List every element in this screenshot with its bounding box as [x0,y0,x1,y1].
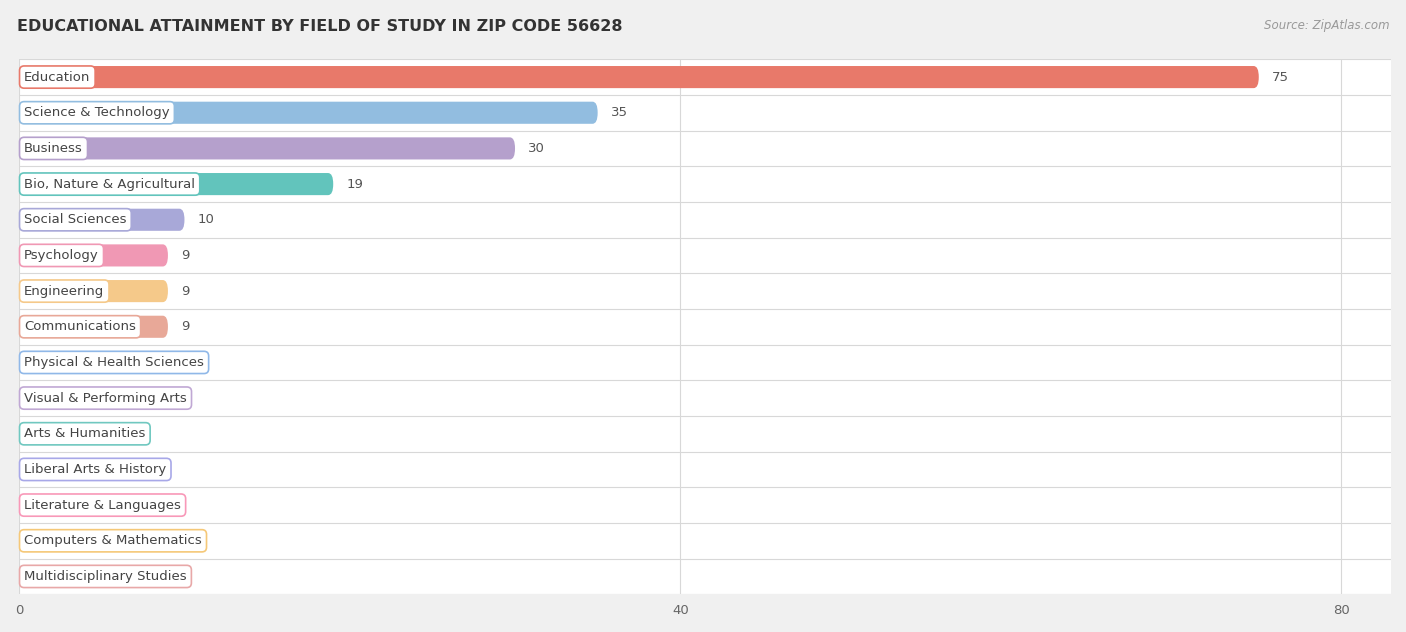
FancyBboxPatch shape [20,423,101,445]
FancyBboxPatch shape [20,95,1391,131]
Text: 4: 4 [98,463,107,476]
FancyBboxPatch shape [20,416,1391,452]
FancyBboxPatch shape [20,523,1391,559]
FancyBboxPatch shape [20,238,1391,273]
Text: Physical & Health Sciences: Physical & Health Sciences [24,356,204,369]
Text: 9: 9 [181,249,190,262]
FancyBboxPatch shape [20,344,1391,380]
FancyBboxPatch shape [20,131,1391,166]
Text: Liberal Arts & History: Liberal Arts & History [24,463,166,476]
FancyBboxPatch shape [20,273,1391,309]
FancyBboxPatch shape [20,209,184,231]
FancyBboxPatch shape [20,59,1391,95]
Text: EDUCATIONAL ATTAINMENT BY FIELD OF STUDY IN ZIP CODE 56628: EDUCATIONAL ATTAINMENT BY FIELD OF STUDY… [17,19,623,34]
Text: Literature & Languages: Literature & Languages [24,499,181,512]
Text: Business: Business [24,142,83,155]
Text: Source: ZipAtlas.com: Source: ZipAtlas.com [1264,19,1389,32]
FancyBboxPatch shape [20,452,1391,487]
Text: 0: 0 [32,570,41,583]
Text: 6: 6 [132,356,141,369]
Text: Science & Technology: Science & Technology [24,106,170,119]
Text: Arts & Humanities: Arts & Humanities [24,427,145,441]
Text: 30: 30 [529,142,546,155]
FancyBboxPatch shape [20,387,101,409]
Text: 35: 35 [610,106,628,119]
Text: 1: 1 [49,534,58,547]
Text: Bio, Nature & Agricultural: Bio, Nature & Agricultural [24,178,195,191]
Text: Psychology: Psychology [24,249,98,262]
Text: 10: 10 [198,213,215,226]
FancyBboxPatch shape [20,245,167,267]
FancyBboxPatch shape [20,316,167,338]
Text: Computers & Mathematics: Computers & Mathematics [24,534,202,547]
FancyBboxPatch shape [20,487,1391,523]
FancyBboxPatch shape [20,173,333,195]
Text: Engineering: Engineering [24,284,104,298]
FancyBboxPatch shape [20,351,118,374]
FancyBboxPatch shape [20,166,1391,202]
FancyBboxPatch shape [20,66,1258,88]
Text: 5: 5 [115,392,124,404]
Text: 75: 75 [1272,71,1289,83]
FancyBboxPatch shape [20,494,69,516]
Text: 9: 9 [181,320,190,333]
FancyBboxPatch shape [20,530,35,552]
FancyBboxPatch shape [20,202,1391,238]
FancyBboxPatch shape [20,559,1391,594]
FancyBboxPatch shape [20,137,515,159]
Text: Communications: Communications [24,320,136,333]
Text: 19: 19 [346,178,363,191]
Text: 3: 3 [82,499,90,512]
Text: 5: 5 [115,427,124,441]
Text: 9: 9 [181,284,190,298]
Text: Education: Education [24,71,90,83]
FancyBboxPatch shape [20,380,1391,416]
FancyBboxPatch shape [20,102,598,124]
FancyBboxPatch shape [20,458,86,480]
FancyBboxPatch shape [20,309,1391,344]
Text: Visual & Performing Arts: Visual & Performing Arts [24,392,187,404]
Text: Multidisciplinary Studies: Multidisciplinary Studies [24,570,187,583]
FancyBboxPatch shape [20,280,167,302]
Text: Social Sciences: Social Sciences [24,213,127,226]
